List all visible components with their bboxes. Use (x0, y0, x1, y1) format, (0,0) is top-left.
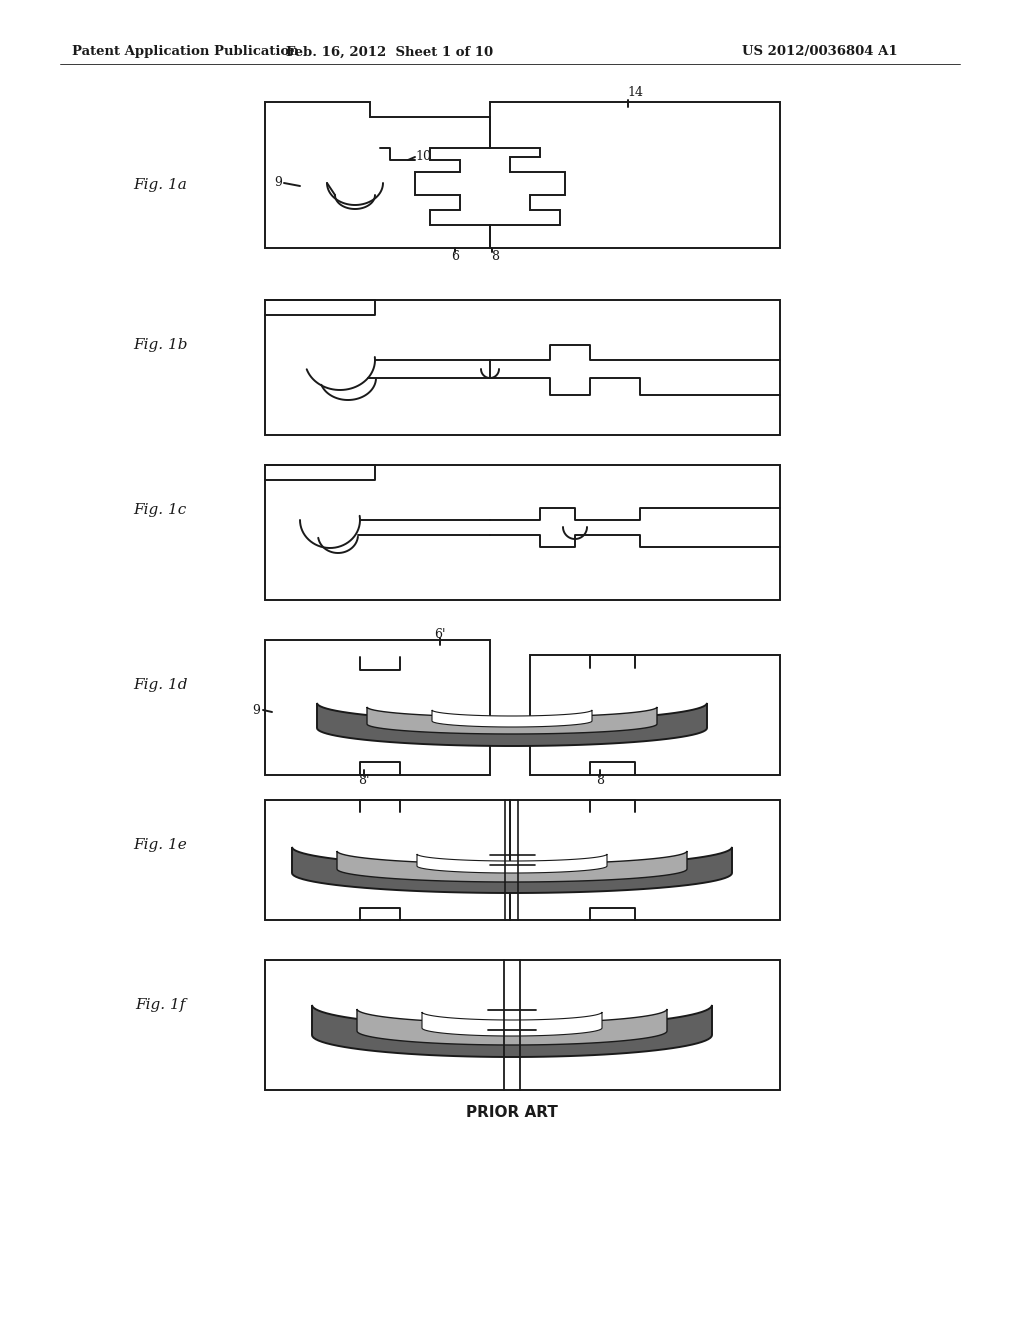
Text: 14: 14 (627, 87, 643, 99)
Polygon shape (367, 708, 657, 734)
Text: 6': 6' (434, 627, 445, 640)
Text: 9: 9 (274, 177, 282, 190)
Polygon shape (432, 710, 592, 727)
Polygon shape (337, 851, 687, 882)
Text: Fig. 1a: Fig. 1a (133, 178, 187, 191)
Polygon shape (422, 1012, 602, 1036)
Text: US 2012/0036804 A1: US 2012/0036804 A1 (742, 45, 898, 58)
Text: Fig. 1b: Fig. 1b (133, 338, 187, 352)
Text: 8: 8 (596, 774, 604, 787)
Text: Patent Application Publication: Patent Application Publication (72, 45, 299, 58)
Polygon shape (317, 704, 707, 746)
Text: PRIOR ART: PRIOR ART (466, 1105, 558, 1119)
Text: 9: 9 (252, 704, 260, 717)
Polygon shape (312, 1005, 712, 1057)
Polygon shape (417, 854, 607, 873)
Text: Feb. 16, 2012  Sheet 1 of 10: Feb. 16, 2012 Sheet 1 of 10 (287, 45, 494, 58)
Text: 6: 6 (451, 251, 459, 264)
Text: Fig. 1c: Fig. 1c (133, 503, 186, 517)
Text: 10: 10 (415, 150, 431, 164)
Polygon shape (292, 847, 732, 894)
Polygon shape (357, 1008, 667, 1045)
Text: Fig. 1f: Fig. 1f (135, 998, 185, 1012)
Text: Fig. 1e: Fig. 1e (133, 838, 186, 851)
Text: 8': 8' (358, 774, 370, 787)
Text: Fig. 1d: Fig. 1d (133, 678, 187, 692)
Text: 8: 8 (490, 251, 499, 264)
